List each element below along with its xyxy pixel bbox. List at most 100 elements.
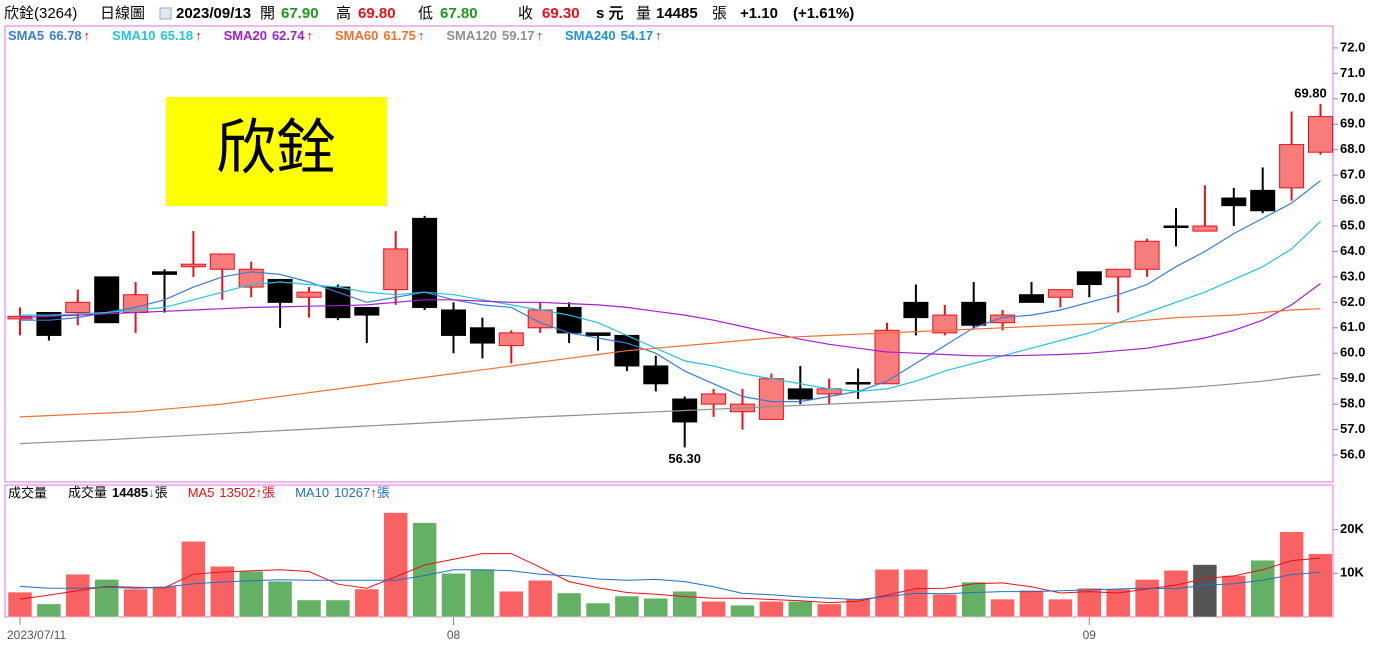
y-tick-label: 66.0 xyxy=(1340,192,1365,207)
volume-label: 量 xyxy=(636,5,651,22)
candle-body xyxy=(1250,189,1276,212)
legend-unit: 張 xyxy=(377,485,390,500)
candle-body xyxy=(961,301,987,326)
legend-arrow: ↑ xyxy=(306,28,313,43)
legend-name: MA10 xyxy=(295,485,329,500)
volume-bar xyxy=(643,597,669,618)
price-panel xyxy=(4,25,1334,483)
sma-line xyxy=(20,220,1321,393)
legend-arrow: ↓ xyxy=(148,485,155,500)
volume-bar xyxy=(499,590,524,618)
candle-body xyxy=(1105,268,1131,278)
volume-bar xyxy=(1048,598,1073,618)
candle-body xyxy=(787,388,813,400)
legend-arrow: ↑ xyxy=(418,28,425,43)
volume-bar xyxy=(354,588,380,618)
high-label: 高 xyxy=(336,5,351,22)
open-label: 開 xyxy=(260,5,275,22)
candle-body xyxy=(1221,197,1247,207)
volume-bar xyxy=(65,573,91,618)
volume-bar xyxy=(585,602,611,618)
volume-bar xyxy=(1134,579,1160,618)
candle-body xyxy=(701,393,727,405)
y-tick-label: 20K xyxy=(1340,521,1364,536)
legend-name: SMA5 xyxy=(8,28,44,43)
legend-value: 10267 xyxy=(334,485,370,500)
volume-bar xyxy=(1077,587,1102,618)
legend-arrow: ↑ xyxy=(537,28,544,43)
candle-body xyxy=(1019,294,1044,303)
volume-bar xyxy=(210,566,235,618)
candle-body xyxy=(1047,289,1073,298)
volume-bar xyxy=(267,580,293,618)
candle-body xyxy=(267,278,293,303)
volume-bar xyxy=(1221,575,1247,618)
candle-body xyxy=(758,378,784,420)
y-tick-label: 57.0 xyxy=(1340,421,1365,436)
volume-bar xyxy=(152,586,177,618)
open-value: 67.90 xyxy=(281,5,319,22)
volume-bar xyxy=(181,541,206,618)
volume-ma-line xyxy=(19,569,1321,601)
stamp-text: 欣銓 xyxy=(216,114,336,184)
volume-ma-line xyxy=(19,553,1321,604)
low-value: 67.80 xyxy=(440,5,478,22)
legend-unit: 張 xyxy=(155,485,168,500)
y-tick-label: 70.0 xyxy=(1340,90,1365,105)
candle-body xyxy=(903,301,929,319)
low-annotation: 56.30 xyxy=(668,451,701,466)
volume-unit: 張 xyxy=(712,5,727,22)
legend: SMA5 66.78 ↑ SMA10 65.18 ↑ SMA20 62.74 ↑ SMA60 61.… xyxy=(8,28,662,43)
legend-unit: 張 xyxy=(262,485,275,500)
volume-bar xyxy=(36,603,62,618)
legend-name: SMA120 xyxy=(446,28,497,43)
y-tick-label: 71.0 xyxy=(1340,65,1365,80)
volume-bar xyxy=(412,522,437,618)
close-value: 69.30 xyxy=(542,5,580,22)
volume-panel xyxy=(4,484,1334,618)
legend: 成交量 14485↓張 MA5 13502↑張 MA10 10267↑張 xyxy=(68,485,390,500)
legend-arrow: ↑ xyxy=(256,485,263,500)
candle-body xyxy=(556,306,582,334)
volume-bar xyxy=(990,598,1015,618)
legend-name: 成交量 xyxy=(68,485,107,500)
volume-bar xyxy=(470,569,495,618)
volume-bar xyxy=(759,601,784,618)
y-tick-label: 60.0 xyxy=(1340,345,1365,360)
volume-bar xyxy=(816,603,842,618)
y-tick-label: 64.0 xyxy=(1340,243,1365,258)
legend-value: 59.17 xyxy=(502,28,535,43)
volume-bar xyxy=(7,591,33,618)
volume-bar xyxy=(932,594,958,618)
volume-bar xyxy=(788,601,813,618)
y-tick-label: 72.0 xyxy=(1340,39,1365,54)
checkbox-icon[interactable] xyxy=(159,7,172,20)
close-label: 收 xyxy=(518,5,533,22)
candle-body xyxy=(1076,271,1102,286)
candle-body xyxy=(36,312,62,336)
y-tick-label: 62.0 xyxy=(1340,294,1365,309)
y-tick-label: 58.0 xyxy=(1340,396,1365,411)
volume-bar xyxy=(383,512,408,618)
legend-name: MA5 xyxy=(188,485,215,500)
x-tick-label: 08 xyxy=(447,628,461,642)
candle-body xyxy=(152,271,177,275)
candle-body xyxy=(874,329,900,385)
high-annotation: 69.80 xyxy=(1294,85,1327,100)
volume-bar xyxy=(1250,559,1275,618)
y-tick-label: 56.0 xyxy=(1340,446,1365,461)
candle-body xyxy=(180,263,206,268)
y-tick-label: 68.0 xyxy=(1340,141,1365,156)
stock-name: 欣銓(3264) xyxy=(4,5,77,22)
volume-bar xyxy=(296,599,322,618)
candle-body xyxy=(441,309,466,336)
y-tick-label: 10K xyxy=(1340,565,1364,580)
candle-body xyxy=(643,365,669,385)
volume-bar xyxy=(1105,588,1131,618)
candle-body xyxy=(990,314,1016,324)
volume-bar xyxy=(701,601,726,618)
y-tick-label: 69.0 xyxy=(1340,116,1365,131)
volume-title: 成交量 xyxy=(8,485,47,500)
